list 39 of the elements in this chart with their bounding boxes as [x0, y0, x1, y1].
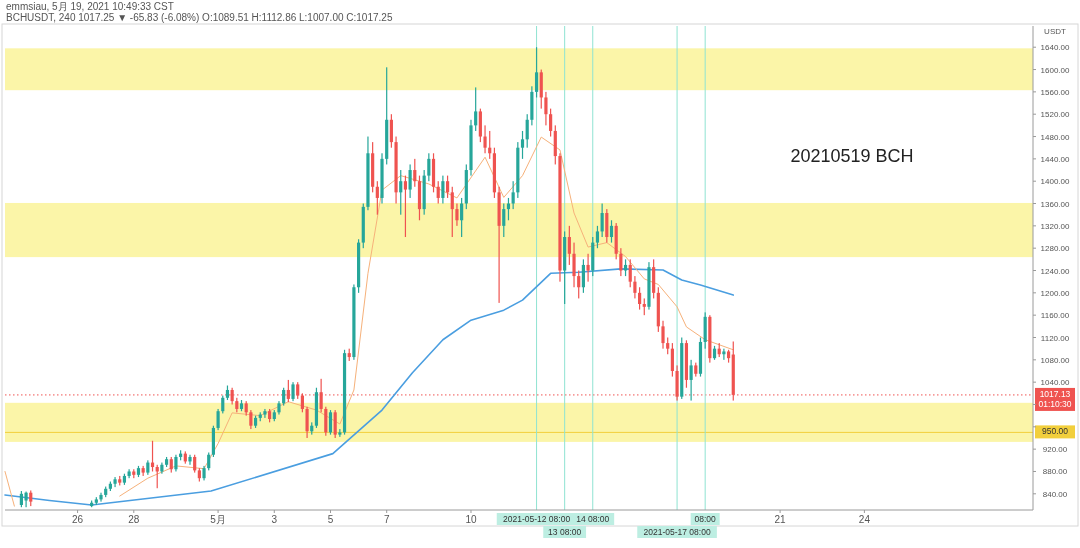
ref-line-label: 1017.13 01:10:30 — [1038, 388, 1072, 409]
y-tick-label: 1520.00 — [1040, 110, 1071, 120]
x-tick-label: 28 — [128, 514, 140, 525]
y-axis-title: USDT — [1044, 27, 1066, 36]
ref-line-label: 2021-05-12 08:00 — [503, 514, 571, 524]
y-tick-label: 1360.00 — [1040, 199, 1071, 209]
x-tick-label: 5月 — [210, 514, 226, 525]
x-tick-label: 7 — [383, 514, 390, 525]
ref-line-label: 950.00 — [1042, 426, 1069, 437]
y-tick-label: 1040.00 — [1040, 378, 1071, 388]
y-tick-label: 1280.00 — [1040, 244, 1071, 254]
x-tick-label: 3 — [271, 514, 278, 525]
y-tick-label: 1480.00 — [1040, 132, 1071, 142]
y-tick-label: 1120.00 — [1040, 333, 1070, 343]
x-tick-label: 5 — [327, 514, 334, 525]
ref-line-label: 2021-05-17 08:00 — [643, 527, 711, 537]
y-tick-label: 880.00 — [1042, 467, 1068, 477]
ref-line-label: 14 08:00 — [576, 514, 610, 524]
y-tick-label: 1560.00 — [1040, 87, 1071, 97]
ref-line-label: 13 08:00 — [548, 527, 582, 537]
y-tick-label: 1200.00 — [1040, 288, 1071, 298]
y-tick-label: 1240.00 — [1040, 266, 1071, 276]
y-tick-label: 1320.00 — [1040, 221, 1071, 231]
y-tick-label: 1440.00 — [1040, 154, 1071, 164]
text: 20210519 BCH — [790, 146, 914, 166]
x-tick-label: 21 — [774, 514, 787, 525]
text: emmsiau, 5月 19, 2021 10:49:33 CST — [6, 1, 174, 12]
y-tick-label: 1600.00 — [1040, 65, 1071, 75]
y-tick-label: 1080.00 — [1040, 355, 1071, 365]
y-tick-label: 1400.00 — [1040, 177, 1071, 187]
x-tick-label: 10 — [465, 514, 477, 525]
x-tick-label: 24 — [858, 514, 871, 525]
y-tick-label: 920.00 — [1042, 445, 1068, 455]
y-tick-label: 1160.00 — [1040, 311, 1070, 321]
x-tick-label: 26 — [72, 514, 84, 525]
y-tick-label: 840.00 — [1042, 489, 1068, 499]
text: BCHUSDT, 240 1017.25 ▼ -65.83 (-6.08%) O:1089.51 H:1112.86 L:1007.00 C:1017.25 — [6, 12, 393, 23]
ref-line-label: 08:00 — [694, 514, 717, 524]
y-tick-label: 1640.00 — [1040, 43, 1071, 53]
